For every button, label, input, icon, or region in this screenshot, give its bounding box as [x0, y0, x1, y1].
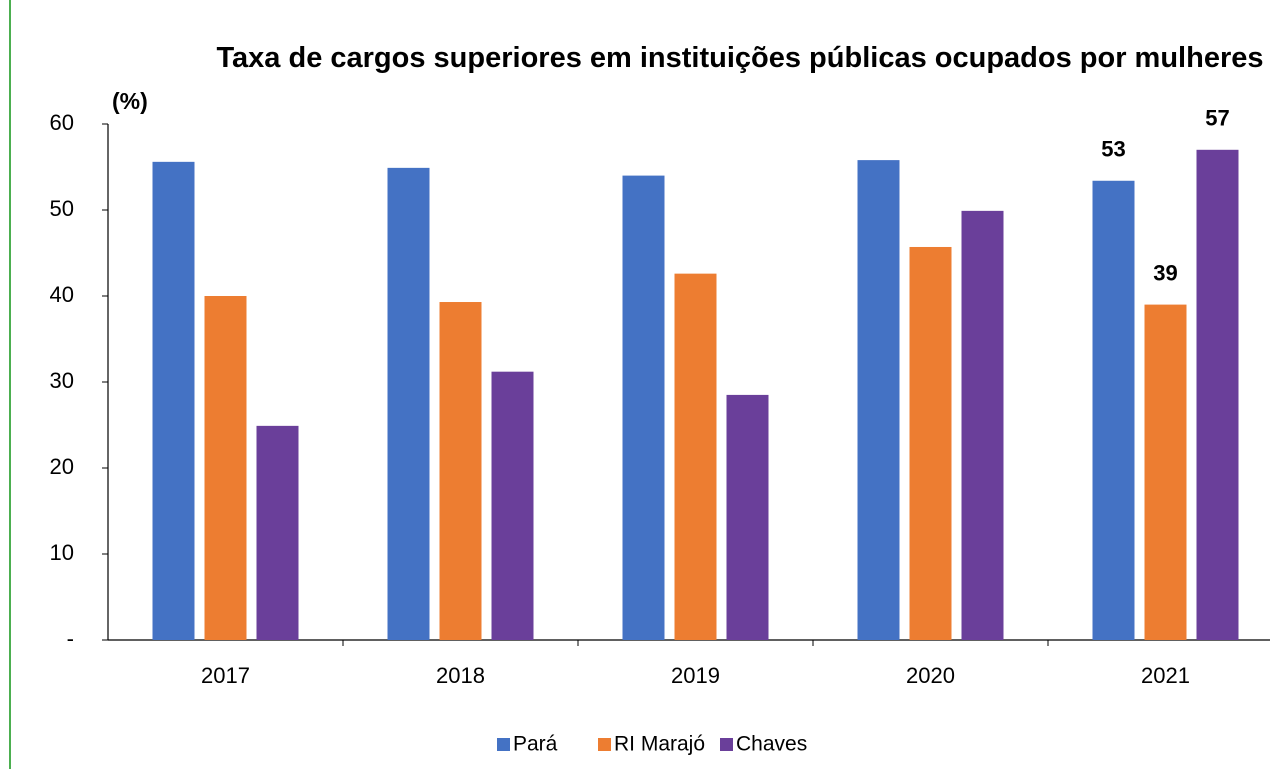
bar: [961, 210, 1004, 641]
y-tick-label: 60: [50, 110, 74, 135]
bar: [491, 371, 534, 640]
x-tick-label: 2020: [906, 663, 955, 688]
y-tick-label: 20: [50, 454, 74, 479]
bar: [439, 302, 482, 640]
bar: [152, 161, 195, 640]
legend-label: Pará: [513, 733, 558, 756]
legend-swatch: [497, 738, 510, 751]
data-label: 39: [1153, 260, 1177, 285]
bar: [204, 296, 247, 640]
bar: [1196, 149, 1239, 641]
x-tick-label: 2017: [201, 663, 250, 688]
bar: [622, 175, 665, 640]
x-tick-label: 2018: [436, 663, 485, 688]
bar: [1144, 304, 1187, 640]
bar: [909, 246, 952, 641]
data-label: 53: [1101, 137, 1125, 162]
bar: [726, 394, 769, 640]
x-tick-label: 2021: [1141, 663, 1190, 688]
legend-swatch: [720, 738, 733, 751]
y-tick-label: 30: [50, 368, 74, 393]
bar: [387, 167, 430, 641]
legend-label: Chaves: [736, 733, 807, 756]
y-tick-label: 50: [50, 196, 74, 221]
bar: [1092, 180, 1135, 640]
y-tick-label: -: [67, 626, 74, 651]
legend-label: RI Marajó: [614, 733, 705, 756]
y-axis-label: (%): [112, 88, 148, 114]
bar: [857, 160, 900, 640]
y-tick-label: 10: [50, 540, 74, 565]
y-tick-label: 40: [50, 282, 74, 307]
data-label: 57: [1205, 106, 1229, 131]
legend-swatch: [598, 738, 611, 751]
x-tick-label: 2019: [671, 663, 720, 688]
bar: [674, 273, 717, 640]
bar: [256, 425, 299, 640]
chart-title: Taxa de cargos superiores em instituiçõe…: [216, 42, 1264, 74]
